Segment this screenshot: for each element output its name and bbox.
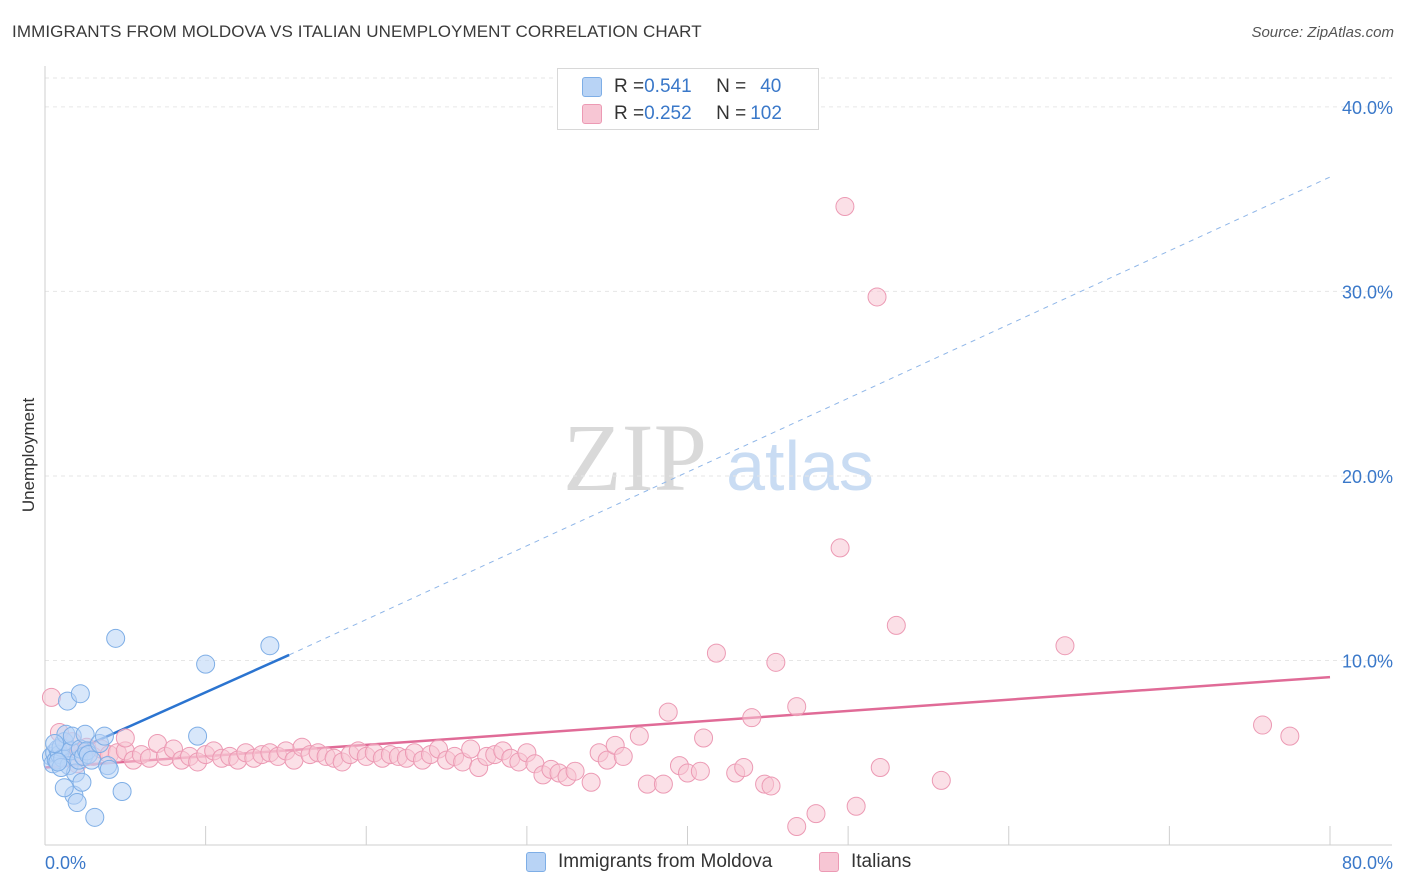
legend-label-italians: Italians <box>851 851 912 872</box>
point-moldova <box>70 684 90 704</box>
point-italians <box>706 643 726 663</box>
chart-title: IMMIGRANTS FROM MOLDOVA VS ITALIAN UNEMP… <box>12 22 702 41</box>
point-italians <box>1280 726 1300 746</box>
y-tick-label: 20.0% <box>1342 467 1393 487</box>
point-italians <box>867 287 887 307</box>
point-italians <box>461 739 481 759</box>
legend-label-moldova: Immigrants from Moldova <box>558 851 773 872</box>
point-moldova <box>82 750 102 770</box>
point-italians <box>658 702 678 722</box>
x-tick-label: 0.0% <box>45 853 86 873</box>
point-italians <box>931 770 951 790</box>
point-italians <box>806 804 826 824</box>
legend-swatch-blue <box>582 77 602 97</box>
point-moldova <box>54 778 74 798</box>
point-italians <box>653 774 673 794</box>
point-italians <box>766 652 786 672</box>
watermark-atlas: atlas <box>726 427 874 505</box>
trend-line-moldova-extension <box>288 176 1331 656</box>
legend-row-moldova: R = 0.541 N = 40 <box>582 75 781 99</box>
n-value: 102 <box>750 103 782 124</box>
grid-lines <box>45 77 1392 661</box>
correlation-legend: R = 0.541 N = 40 R = 0.252 N = 102 <box>557 68 819 130</box>
point-italians <box>846 796 866 816</box>
point-italians <box>787 817 807 837</box>
r-label: R = <box>614 76 645 97</box>
n-label: N = <box>716 76 747 97</box>
point-italians <box>581 772 601 792</box>
y-tick-label: 10.0% <box>1342 651 1393 671</box>
point-italians <box>613 746 633 766</box>
point-moldova <box>45 734 65 754</box>
legend-swatch-blue <box>526 852 546 872</box>
point-italians <box>637 774 657 794</box>
y-tick-label: 30.0% <box>1342 282 1393 302</box>
n-label: N = <box>716 103 747 124</box>
point-moldova <box>85 807 105 827</box>
point-italians <box>115 728 135 748</box>
point-moldova <box>72 772 92 792</box>
point-italians <box>694 728 714 748</box>
tick-labels: 10.0% 20.0% 30.0% 40.0% 0.0% 80.0% <box>45 98 1393 873</box>
point-italians <box>830 538 850 558</box>
point-italians <box>734 758 754 777</box>
point-moldova <box>260 636 280 656</box>
point-italians <box>1055 636 1075 656</box>
legend-item-italians: Italians <box>819 851 911 873</box>
point-italians <box>41 687 61 707</box>
point-moldova <box>106 628 126 648</box>
point-moldova <box>188 726 208 746</box>
y-tick-label: 40.0% <box>1342 98 1393 118</box>
axes <box>44 66 1392 846</box>
watermark-zip: ZIP <box>563 404 707 511</box>
point-moldova <box>48 752 68 772</box>
r-label: R = <box>614 103 645 124</box>
point-moldova <box>94 726 114 746</box>
point-italians <box>870 758 890 777</box>
point-italians <box>787 697 807 717</box>
point-italians <box>1253 715 1273 735</box>
point-italians <box>761 776 781 796</box>
point-moldova <box>112 781 132 801</box>
n-value: 40 <box>760 76 782 97</box>
point-italians <box>629 726 649 746</box>
point-italians <box>565 761 585 781</box>
r-value: 0.541 <box>644 76 692 97</box>
legend-row-italians: R = 0.252 N = 102 <box>582 102 782 126</box>
legend-item-moldova: Immigrants from Moldova <box>526 851 772 873</box>
legend-swatch-pink <box>582 104 602 124</box>
point-italians <box>690 761 710 781</box>
point-moldova <box>196 654 216 674</box>
point-italians <box>742 708 762 728</box>
points-layer <box>41 197 1300 837</box>
source-label: Source: ZipAtlas.com <box>1251 24 1394 41</box>
r-value: 0.252 <box>644 103 692 124</box>
x-tick-label: 80.0% <box>1342 853 1393 873</box>
point-moldova <box>67 793 87 813</box>
point-italians <box>886 615 906 635</box>
point-moldova <box>99 759 119 779</box>
legend-swatch-pink <box>819 852 839 872</box>
point-italians <box>835 197 855 217</box>
y-axis-label: Unemployment <box>19 398 38 513</box>
